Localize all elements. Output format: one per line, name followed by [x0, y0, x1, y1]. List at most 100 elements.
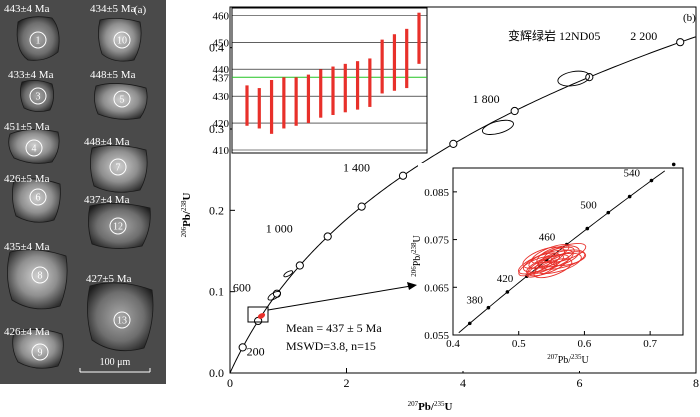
- grain-number: 5: [120, 95, 125, 106]
- zoom-error-ellipse: [518, 256, 552, 277]
- zoom-age-marker: [505, 290, 510, 294]
- grain-spot: [31, 343, 49, 361]
- grain-number: 6: [36, 193, 41, 204]
- svg-text:207Pb/235U: 207Pb/235U: [408, 400, 453, 412]
- zircon-grain: [12, 178, 61, 223]
- zoom-age-marker: [671, 162, 676, 167]
- grain-age-label: 437±4 Ma: [84, 194, 130, 206]
- zoom-age-marker: [606, 210, 611, 215]
- inset-y-tick-label: 440: [213, 64, 230, 76]
- age-marker: [295, 261, 304, 270]
- zoom-y-tick-label: 0.085: [424, 187, 449, 199]
- grain-number: 3: [36, 92, 41, 103]
- grain-age-label: 433±4 Ma: [8, 69, 54, 81]
- svg-text:206Pb/238U: 206Pb/238U: [180, 193, 193, 238]
- grain-age-label: 448±4 Ma: [84, 136, 130, 148]
- zircon-grain: [87, 282, 154, 352]
- zircon-grain: [90, 145, 148, 193]
- zoom-age-label: 380: [466, 295, 483, 307]
- zoom-age-marker: [467, 321, 472, 326]
- data-ellipse: [557, 70, 590, 87]
- zircon-grain: [94, 83, 148, 120]
- inset-y-tick-label: 460: [213, 10, 230, 22]
- grain-spot: [29, 87, 47, 105]
- grain-age-label: 448±5 Ma: [90, 69, 136, 81]
- cl-image: 443±4 Ma 1 434±5 Ma 10 433±4 Ma 3 448±5 Ma 5 451…: [4, 3, 154, 373]
- grain-age-label: 451±5 Ma: [4, 121, 50, 133]
- grain-age-label: 443±4 Ma: [4, 3, 50, 15]
- x-tick-label: 0: [227, 376, 233, 390]
- zoom-age-marker: [649, 178, 654, 183]
- inset-y-tick-label: 430: [213, 91, 230, 103]
- y-tick-label: 0.3: [209, 122, 224, 136]
- grain-number: 13: [117, 316, 127, 327]
- grain-age-label: 427±5 Ma: [86, 273, 132, 285]
- zoom-x-tick-label: 0.4: [446, 338, 460, 350]
- zoom-y-tick-label: 0.075: [424, 235, 449, 247]
- panel-a-label: (a): [134, 4, 147, 16]
- x-tick-label: 6: [577, 376, 583, 390]
- zoom-error-ellipse: [522, 246, 565, 269]
- age-marker: [357, 202, 366, 211]
- age-marker: [510, 106, 519, 116]
- panel-b-label: (b): [683, 12, 696, 24]
- zoom-y-axis-label: 206Pb/238U: [410, 234, 423, 276]
- zoom-error-ellipse: [527, 254, 570, 277]
- x-tick-label: 8: [693, 376, 699, 390]
- x-tick-label: 4: [460, 376, 466, 390]
- concordia-age-label: 1 000: [266, 222, 293, 236]
- grain-spot: [113, 311, 131, 329]
- cluster-mark: [257, 312, 266, 319]
- zircon-grain: [16, 16, 60, 61]
- zoom-age-label: 460: [539, 232, 556, 244]
- data-ellipse: [481, 119, 514, 135]
- grain-number: 7: [116, 163, 121, 174]
- zoom-box: [247, 306, 269, 323]
- grain-spot: [109, 158, 127, 176]
- grain-number: 9: [38, 348, 43, 359]
- grain-number: 10: [117, 36, 127, 47]
- zoom-age-marker: [627, 194, 632, 199]
- y-tick-label: 0.4: [209, 41, 224, 55]
- zircon-grain: [88, 203, 151, 249]
- x-tick-label: 2: [344, 376, 350, 390]
- zoom-frame: [452, 167, 684, 336]
- grain-spot: [113, 90, 131, 108]
- grain-age-label: 426±5 Ma: [4, 173, 50, 185]
- mswd-text: MSWD=3.8, n=15: [286, 339, 376, 353]
- zoom-arrow-head: [407, 282, 417, 290]
- age-marker: [323, 232, 332, 241]
- inset-y-tick-label: 450: [213, 37, 230, 49]
- zircon-grain: [20, 80, 54, 112]
- grain-spot: [25, 139, 43, 157]
- concordia-panel: 0 2 4 6 8 0.0 0.1 0.2 0.3 0.4 200 600 1 000 1 400 1 8…: [168, 0, 700, 413]
- x-axis-label: 207Pb/235U: [408, 400, 453, 413]
- y-tick-label: 0.2: [209, 203, 224, 217]
- zoom-y-tick-label: 0.065: [424, 282, 449, 294]
- zoom-error-ellipse: [531, 244, 570, 264]
- zoom-age-label: 420: [497, 273, 514, 285]
- zircon-grain: [7, 249, 68, 310]
- y-axis-label: 206Pb/238U: [180, 193, 193, 238]
- concordia-age-label: 600: [233, 281, 251, 295]
- grain-spot: [29, 188, 47, 206]
- grain-number: 8: [38, 271, 43, 282]
- age-marker: [238, 343, 247, 352]
- zoom-age-marker: [585, 226, 590, 231]
- concordia-age-label: 1 400: [343, 161, 370, 175]
- inset-y-tick-label: 410: [213, 145, 230, 157]
- inset-y-tick-label: 420: [213, 118, 230, 130]
- scale-bar-label: 100 μm: [100, 357, 131, 368]
- zircon-grain: [12, 329, 64, 369]
- grain-spot: [29, 31, 47, 49]
- age-marker: [398, 171, 408, 180]
- svg-text:207Pb/235U: 207Pb/235U: [547, 353, 589, 366]
- grain-number: 1: [36, 36, 41, 47]
- grain-age-label: 435±4 Ma: [4, 241, 50, 253]
- zircon-grain: [98, 18, 142, 62]
- grain-number: 12: [113, 222, 123, 233]
- data-ellipse: [283, 270, 294, 278]
- zoom-x-tick-label: 0.6: [578, 338, 592, 350]
- zoom-inset: 0.4 0.5 0.6 0.7 0.055 0.065 0.075 0.085 380 420 46…: [410, 162, 686, 371]
